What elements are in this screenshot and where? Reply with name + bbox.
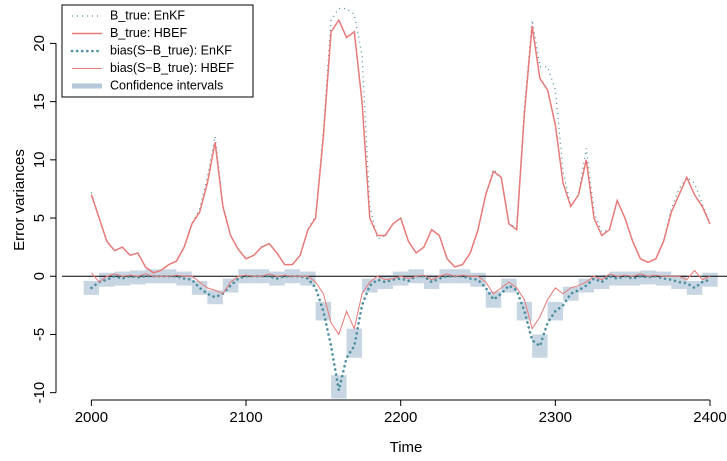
series-line [90, 274, 712, 391]
x-tick-label: 2300 [539, 409, 572, 426]
confidence-band [563, 286, 579, 301]
confidence-band [655, 271, 672, 286]
y-tick-label: -5 [31, 328, 48, 341]
confidence-band [315, 301, 332, 321]
y-tick-label: 20 [31, 35, 48, 52]
confidence-band [516, 301, 533, 321]
confidence-band [207, 290, 223, 305]
confidence-band [501, 278, 517, 293]
confidence-band [392, 271, 409, 286]
series-line [90, 18, 711, 274]
y-tick-label: 10 [31, 151, 48, 168]
legend-label: Confidence intervals [110, 78, 223, 92]
confidence-band [532, 334, 548, 358]
legend-box [61, 4, 254, 98]
legend: B_true: EnKF B_true: HBEF bias(S−B_true): … [61, 4, 254, 98]
confidence-band [114, 271, 131, 286]
y-tick-label: 5 [31, 214, 48, 222]
y-axis-label: Error variances [11, 149, 28, 251]
series-line [90, 269, 711, 336]
confidence-band [702, 272, 718, 287]
x-tick-label: 2400 [693, 409, 726, 426]
legend-label: B_true: EnKF [110, 8, 185, 22]
x-tick-label: 2000 [75, 409, 108, 426]
legend-label: bias(S−B_true): HBEF [110, 61, 234, 75]
x-tick-label: 2200 [384, 409, 417, 426]
y-tick-label: 0 [31, 272, 48, 280]
confidence-band [609, 271, 625, 286]
legend-label: bias(S−B_true): EnKF [110, 43, 232, 57]
y-tick-label: 15 [31, 93, 48, 110]
x-tick-label: 2100 [229, 409, 262, 426]
confidence-band [485, 291, 502, 308]
x-axis-label: Time [390, 439, 423, 456]
y-tick-label: -10 [31, 382, 48, 404]
legend-label: B_true: HBEF [110, 26, 187, 40]
confidence-band [624, 271, 641, 286]
confidence-band [640, 270, 656, 285]
